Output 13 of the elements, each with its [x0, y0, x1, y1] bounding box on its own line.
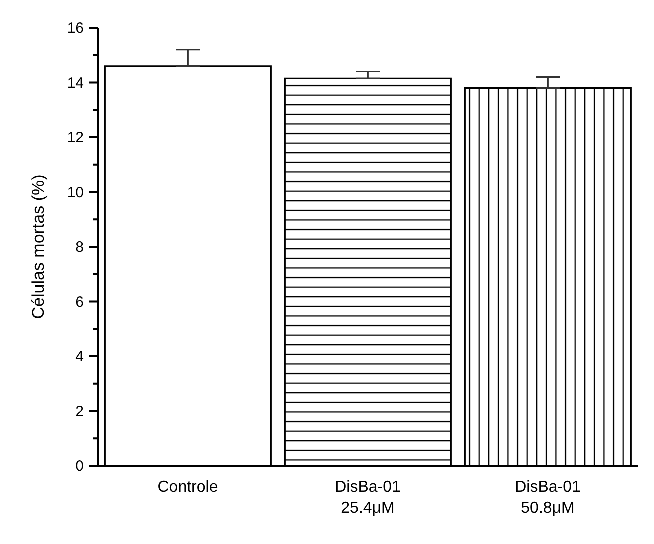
y-tick-label: 2 — [76, 403, 84, 420]
y-tick-label: 12 — [67, 130, 84, 146]
y-tick-label: 10 — [67, 184, 84, 202]
y-tick-label: 4 — [76, 348, 84, 366]
y-tick-label: 0 — [76, 458, 84, 475]
y-tick-label: 6 — [76, 294, 84, 311]
y-axis-title: Células mortas (%) — [29, 174, 48, 320]
x-tick-label: DisBa-01 25.4μM — [335, 479, 401, 517]
x-tick-label: Controle — [158, 479, 218, 496]
y-tick-label: 16 — [67, 20, 84, 37]
y-tick-label: 14 — [67, 74, 84, 92]
x-tick-label: DisBa-01 50.8μM — [515, 479, 581, 517]
y-tick-label: 8 — [76, 239, 84, 256]
